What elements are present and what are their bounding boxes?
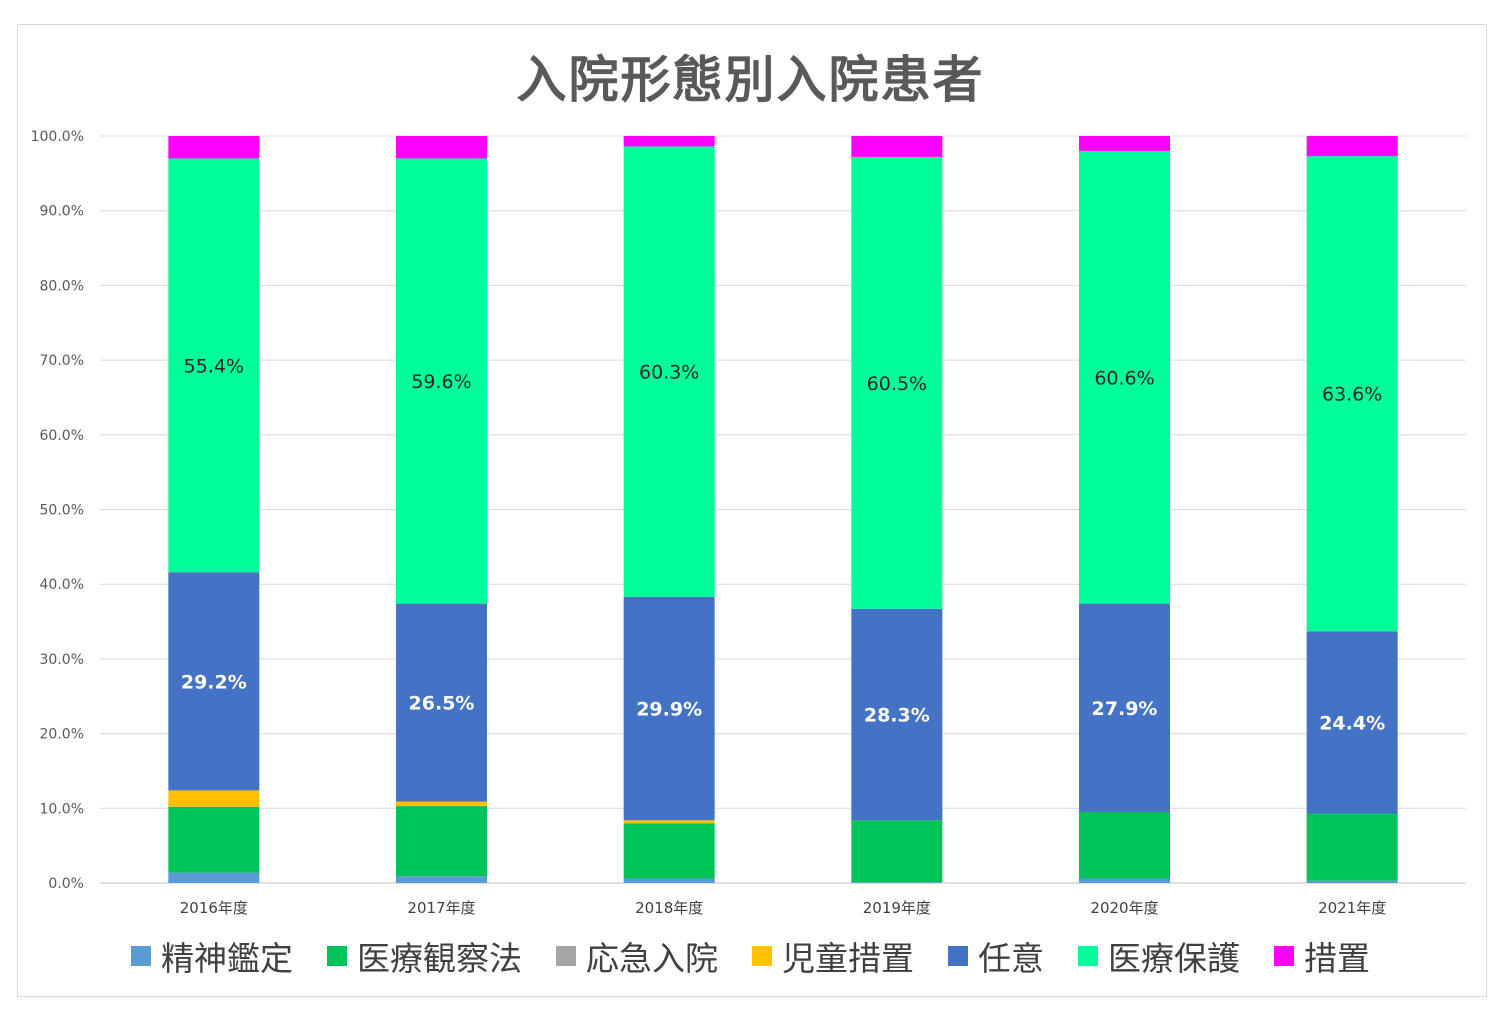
- bar-segment: [1306, 631, 1398, 814]
- bar-segment: [851, 820, 943, 883]
- data-label: 60.6%: [1094, 367, 1154, 389]
- legend-label: 任意: [978, 939, 1044, 978]
- bar-segment: [168, 572, 260, 791]
- bar-segment: [168, 158, 260, 573]
- bar-segment: [623, 823, 715, 879]
- y-tick-label: 0.0%: [48, 876, 84, 892]
- y-tick-label: 100.0%: [31, 129, 84, 145]
- legend-item: 医療観察法: [327, 932, 522, 980]
- bar-segment: [623, 136, 715, 147]
- legend-swatch: [327, 946, 347, 966]
- bar-segment: [1079, 878, 1170, 883]
- chart-frame: [17, 24, 1487, 997]
- bar-segment: [396, 136, 487, 159]
- bar-segment: [396, 158, 487, 604]
- y-tick-label: 20.0%: [40, 727, 84, 743]
- bar-segment: [1306, 880, 1398, 883]
- bar-segment: [396, 801, 487, 807]
- bar-segment: [623, 878, 715, 883]
- legend-item: 精神鑑定: [131, 932, 293, 980]
- y-tick-label: 70.0%: [40, 353, 84, 369]
- bar-segment: [851, 608, 943, 821]
- bar-segment: [1306, 136, 1398, 157]
- legend-label: 応急入院: [586, 939, 718, 978]
- data-label: 63.6%: [1322, 384, 1382, 406]
- bar-segment: [1079, 603, 1170, 813]
- bar-segment: [623, 146, 715, 597]
- legend-label: 医療観察法: [357, 939, 522, 978]
- data-label: 59.6%: [411, 371, 471, 393]
- legend-label: 措置: [1304, 939, 1370, 978]
- y-tick-label: 30.0%: [40, 652, 84, 668]
- legend-item: 措置: [1274, 932, 1370, 980]
- bar-segment: [168, 136, 260, 159]
- bar-segment: [168, 872, 260, 883]
- data-label: 29.9%: [636, 699, 702, 721]
- legend-label: 児童措置: [782, 939, 914, 978]
- y-tick-label: 90.0%: [40, 204, 84, 220]
- x-tick-label: 2021年度: [1318, 899, 1386, 917]
- y-tick-label: 40.0%: [40, 577, 84, 593]
- y-tick-label: 50.0%: [40, 503, 84, 519]
- bar-segment: [396, 876, 487, 883]
- bar-segment: [623, 596, 715, 821]
- data-label: 28.3%: [864, 705, 930, 727]
- legend-label: 医療保護: [1108, 939, 1240, 978]
- legend-swatch: [1078, 946, 1098, 966]
- bar-segment: [168, 790, 260, 807]
- bar-segment: [396, 806, 487, 877]
- x-tick-label: 2019年度: [863, 899, 931, 917]
- legend-item: 児童措置: [752, 932, 914, 980]
- data-label: 24.4%: [1319, 712, 1385, 734]
- bar-segment: [851, 882, 943, 883]
- x-tick-label: 2018年度: [635, 899, 703, 917]
- x-tick-label: 2020年度: [1090, 899, 1158, 917]
- legend-swatch: [1274, 946, 1294, 966]
- legend-item: 医療保護: [1078, 932, 1240, 980]
- legend-swatch: [948, 946, 968, 966]
- x-tick-label: 2017年度: [407, 899, 475, 917]
- bar-segment: [1079, 136, 1170, 151]
- legend-label: 精神鑑定: [161, 939, 293, 978]
- bar-segment: [396, 603, 487, 802]
- bar-segment: [623, 820, 715, 824]
- bar-segment: [1079, 150, 1170, 604]
- chart-legend: 精神鑑定 医療観察法 応急入院 児童措置 任意 医療保護 措置: [0, 932, 1501, 980]
- data-label: 27.9%: [1092, 698, 1158, 720]
- chart-title: 入院形態別入院患者: [516, 51, 985, 109]
- x-tick-label: 2016年度: [180, 899, 248, 917]
- y-tick-label: 60.0%: [40, 428, 84, 444]
- bar-segment: [1306, 813, 1398, 881]
- data-label: 55.4%: [184, 355, 244, 377]
- bar-segment: [1306, 156, 1398, 632]
- data-label: 29.2%: [181, 671, 247, 693]
- legend-item: 任意: [948, 932, 1044, 980]
- y-tick-label: 10.0%: [40, 801, 84, 817]
- legend-swatch: [752, 946, 772, 966]
- bar-segment: [851, 136, 943, 157]
- bar-segment: [168, 806, 260, 873]
- data-label: 60.3%: [639, 362, 699, 384]
- data-label: 26.5%: [409, 693, 475, 715]
- legend-item: 応急入院: [556, 932, 718, 980]
- legend-swatch: [131, 946, 151, 966]
- data-label: 60.5%: [867, 373, 927, 395]
- legend-swatch: [556, 946, 576, 966]
- bar-segment: [1079, 812, 1170, 879]
- bar-segment: [851, 156, 943, 609]
- y-tick-label: 80.0%: [40, 278, 84, 294]
